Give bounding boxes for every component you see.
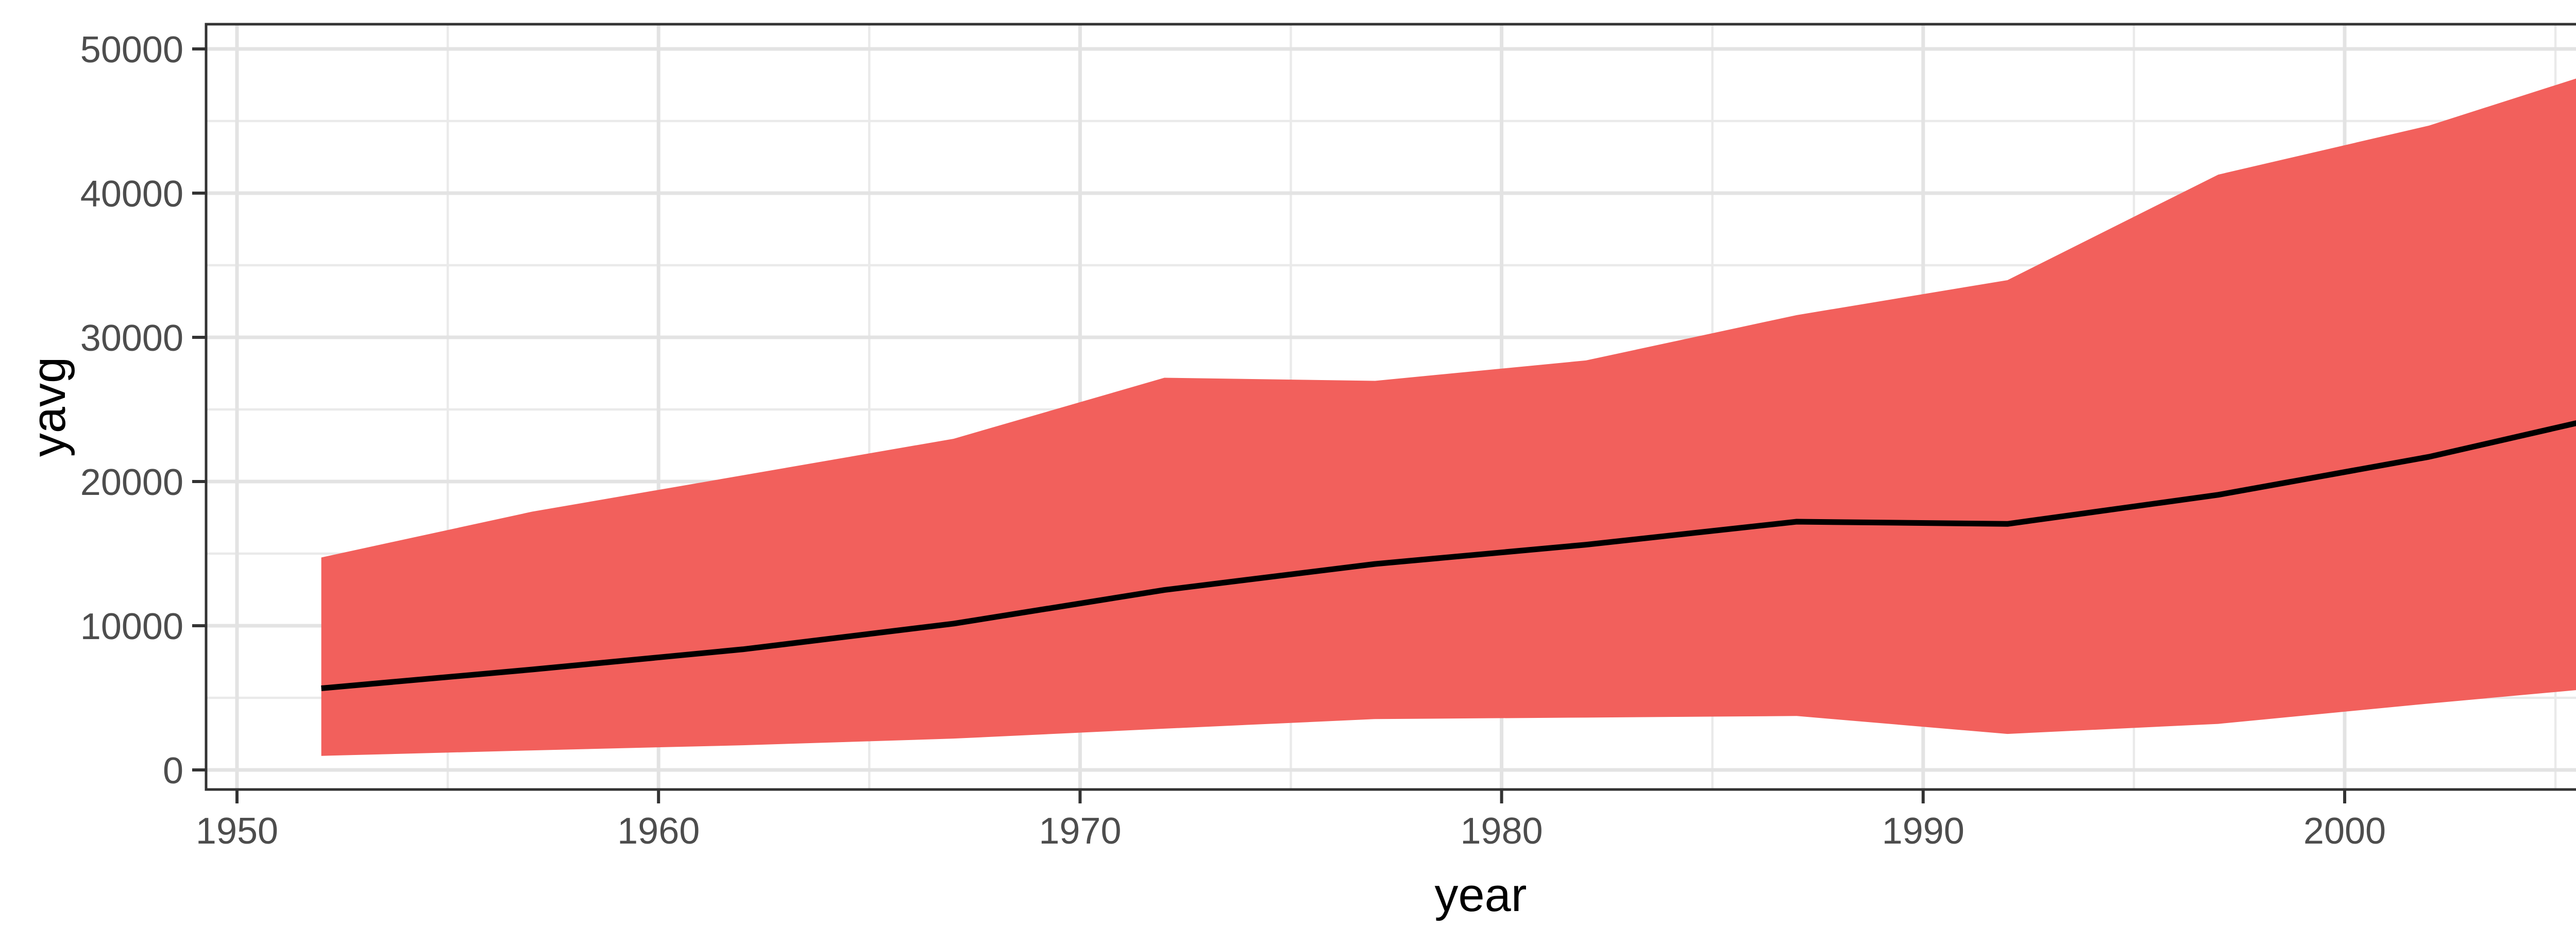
svg-text:1970: 1970	[1039, 811, 1121, 852]
svg-text:2000: 2000	[2303, 811, 2386, 852]
svg-text:50000: 50000	[80, 29, 183, 71]
svg-text:30000: 30000	[80, 318, 183, 359]
svg-text:20000: 20000	[80, 462, 183, 503]
svg-text:1950: 1950	[196, 811, 278, 852]
svg-text:10000: 10000	[80, 606, 183, 647]
svg-text:0: 0	[163, 750, 183, 792]
svg-text:1980: 1980	[1461, 811, 1543, 852]
y-axis-title: yavg	[23, 356, 75, 457]
svg-text:1990: 1990	[1882, 811, 1964, 852]
svg-text:1960: 1960	[617, 811, 700, 852]
svg-text:40000: 40000	[80, 174, 183, 215]
x-axis-title: year	[1434, 869, 1527, 921]
